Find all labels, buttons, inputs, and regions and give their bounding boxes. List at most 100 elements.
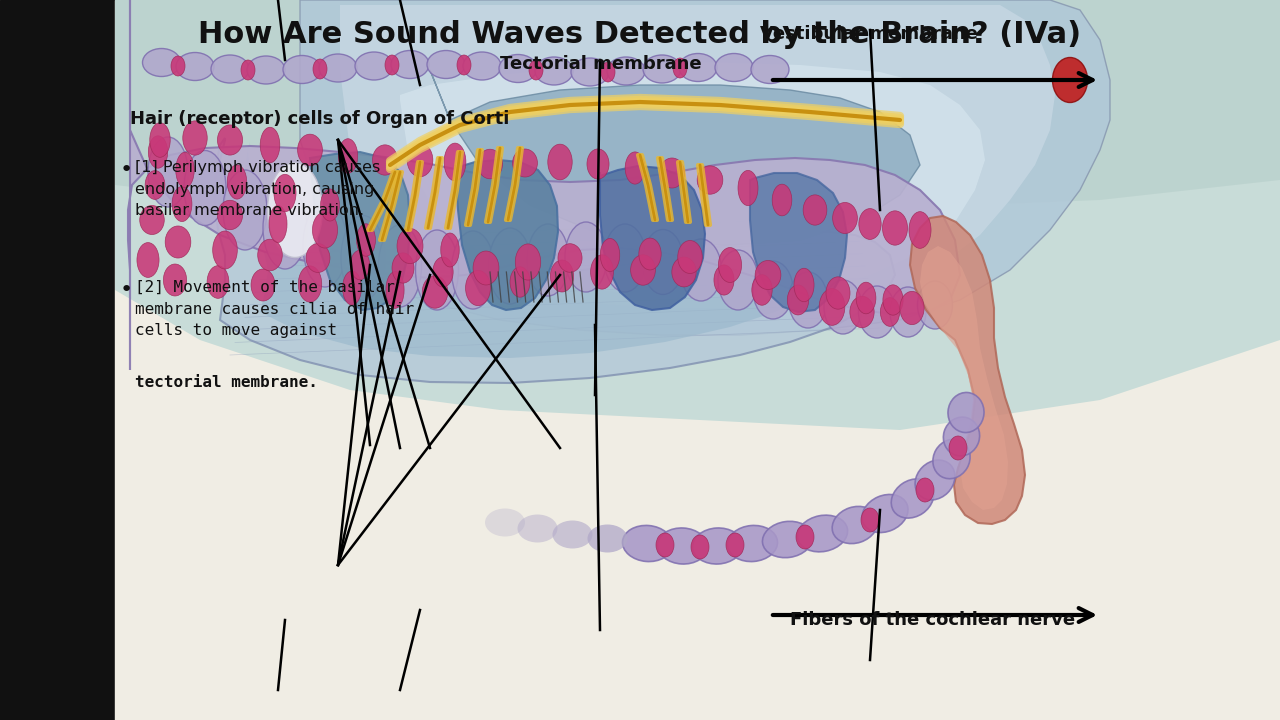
Polygon shape xyxy=(215,138,895,383)
Ellipse shape xyxy=(142,48,180,76)
Polygon shape xyxy=(454,160,558,310)
Ellipse shape xyxy=(227,167,247,197)
Ellipse shape xyxy=(390,50,429,78)
Ellipse shape xyxy=(172,189,192,220)
Ellipse shape xyxy=(509,264,530,300)
Ellipse shape xyxy=(529,60,543,80)
Ellipse shape xyxy=(398,232,422,260)
Polygon shape xyxy=(128,0,960,370)
Ellipse shape xyxy=(298,132,321,168)
Ellipse shape xyxy=(383,273,407,307)
Ellipse shape xyxy=(602,62,614,82)
Ellipse shape xyxy=(512,148,538,178)
Text: [2] Movement of the basilar
membrane causes cilia of hair
cells to move against: [2] Movement of the basilar membrane cau… xyxy=(134,280,415,338)
Ellipse shape xyxy=(860,210,879,239)
Ellipse shape xyxy=(622,526,672,562)
Ellipse shape xyxy=(247,56,285,84)
Ellipse shape xyxy=(588,524,627,552)
Ellipse shape xyxy=(499,55,538,83)
Ellipse shape xyxy=(643,55,681,83)
Ellipse shape xyxy=(206,266,230,298)
Text: •: • xyxy=(120,160,133,180)
Ellipse shape xyxy=(393,251,413,286)
Ellipse shape xyxy=(306,239,329,277)
Ellipse shape xyxy=(859,286,896,338)
Ellipse shape xyxy=(836,201,854,235)
Ellipse shape xyxy=(275,177,296,209)
Ellipse shape xyxy=(319,54,357,82)
Ellipse shape xyxy=(148,137,188,207)
Ellipse shape xyxy=(168,225,188,259)
Ellipse shape xyxy=(356,223,376,256)
Ellipse shape xyxy=(599,237,621,273)
Ellipse shape xyxy=(854,280,878,316)
Text: Fibers of the cochlear nerve: Fibers of the cochlear nerve xyxy=(790,611,1075,629)
Ellipse shape xyxy=(891,479,934,518)
Ellipse shape xyxy=(186,121,205,156)
Polygon shape xyxy=(300,0,1110,335)
Ellipse shape xyxy=(268,163,323,258)
Ellipse shape xyxy=(340,215,385,300)
Ellipse shape xyxy=(379,225,421,307)
Ellipse shape xyxy=(882,212,908,243)
Ellipse shape xyxy=(411,142,429,178)
Ellipse shape xyxy=(553,521,593,549)
Ellipse shape xyxy=(658,528,708,564)
Ellipse shape xyxy=(908,213,932,247)
Ellipse shape xyxy=(1052,58,1088,102)
Ellipse shape xyxy=(827,279,849,307)
Ellipse shape xyxy=(439,232,461,269)
Ellipse shape xyxy=(416,230,458,310)
Ellipse shape xyxy=(147,124,173,156)
Ellipse shape xyxy=(165,264,184,297)
Ellipse shape xyxy=(915,460,955,500)
Ellipse shape xyxy=(805,194,826,226)
Ellipse shape xyxy=(630,253,655,287)
Ellipse shape xyxy=(692,528,742,564)
Ellipse shape xyxy=(625,149,646,186)
Ellipse shape xyxy=(607,57,645,85)
Text: Hair (receptor) cells of Organ of Corti: Hair (receptor) cells of Organ of Corti xyxy=(131,110,509,128)
Ellipse shape xyxy=(262,187,307,269)
Ellipse shape xyxy=(861,508,879,532)
Ellipse shape xyxy=(700,163,721,197)
Polygon shape xyxy=(115,0,1280,430)
Ellipse shape xyxy=(314,59,326,79)
Ellipse shape xyxy=(726,533,744,557)
Ellipse shape xyxy=(832,506,878,544)
Ellipse shape xyxy=(750,272,774,307)
Ellipse shape xyxy=(480,147,499,181)
Text: How Are Sound Waves Detected by the Brain? (IVa): How Are Sound Waves Detected by the Brai… xyxy=(198,20,1082,49)
Polygon shape xyxy=(430,70,920,245)
Ellipse shape xyxy=(145,168,165,202)
Bar xyxy=(0,0,115,720)
Ellipse shape xyxy=(297,266,323,302)
Ellipse shape xyxy=(824,280,861,334)
Ellipse shape xyxy=(283,55,321,84)
Ellipse shape xyxy=(918,281,952,329)
Ellipse shape xyxy=(422,273,448,311)
Ellipse shape xyxy=(589,146,608,182)
Ellipse shape xyxy=(852,294,872,330)
Ellipse shape xyxy=(933,439,970,479)
Ellipse shape xyxy=(673,253,695,291)
Ellipse shape xyxy=(342,269,362,307)
Ellipse shape xyxy=(549,258,575,294)
Ellipse shape xyxy=(948,392,984,433)
Polygon shape xyxy=(399,62,986,298)
Ellipse shape xyxy=(260,129,280,161)
Ellipse shape xyxy=(241,60,255,80)
Ellipse shape xyxy=(251,269,275,301)
Ellipse shape xyxy=(428,50,465,78)
Ellipse shape xyxy=(442,148,467,176)
Ellipse shape xyxy=(769,183,794,217)
Ellipse shape xyxy=(716,53,753,81)
Ellipse shape xyxy=(763,521,813,558)
Ellipse shape xyxy=(788,272,827,328)
Ellipse shape xyxy=(214,232,237,269)
Ellipse shape xyxy=(489,228,531,304)
Polygon shape xyxy=(750,173,847,312)
Ellipse shape xyxy=(218,122,243,158)
Ellipse shape xyxy=(173,153,197,186)
Ellipse shape xyxy=(266,210,289,238)
